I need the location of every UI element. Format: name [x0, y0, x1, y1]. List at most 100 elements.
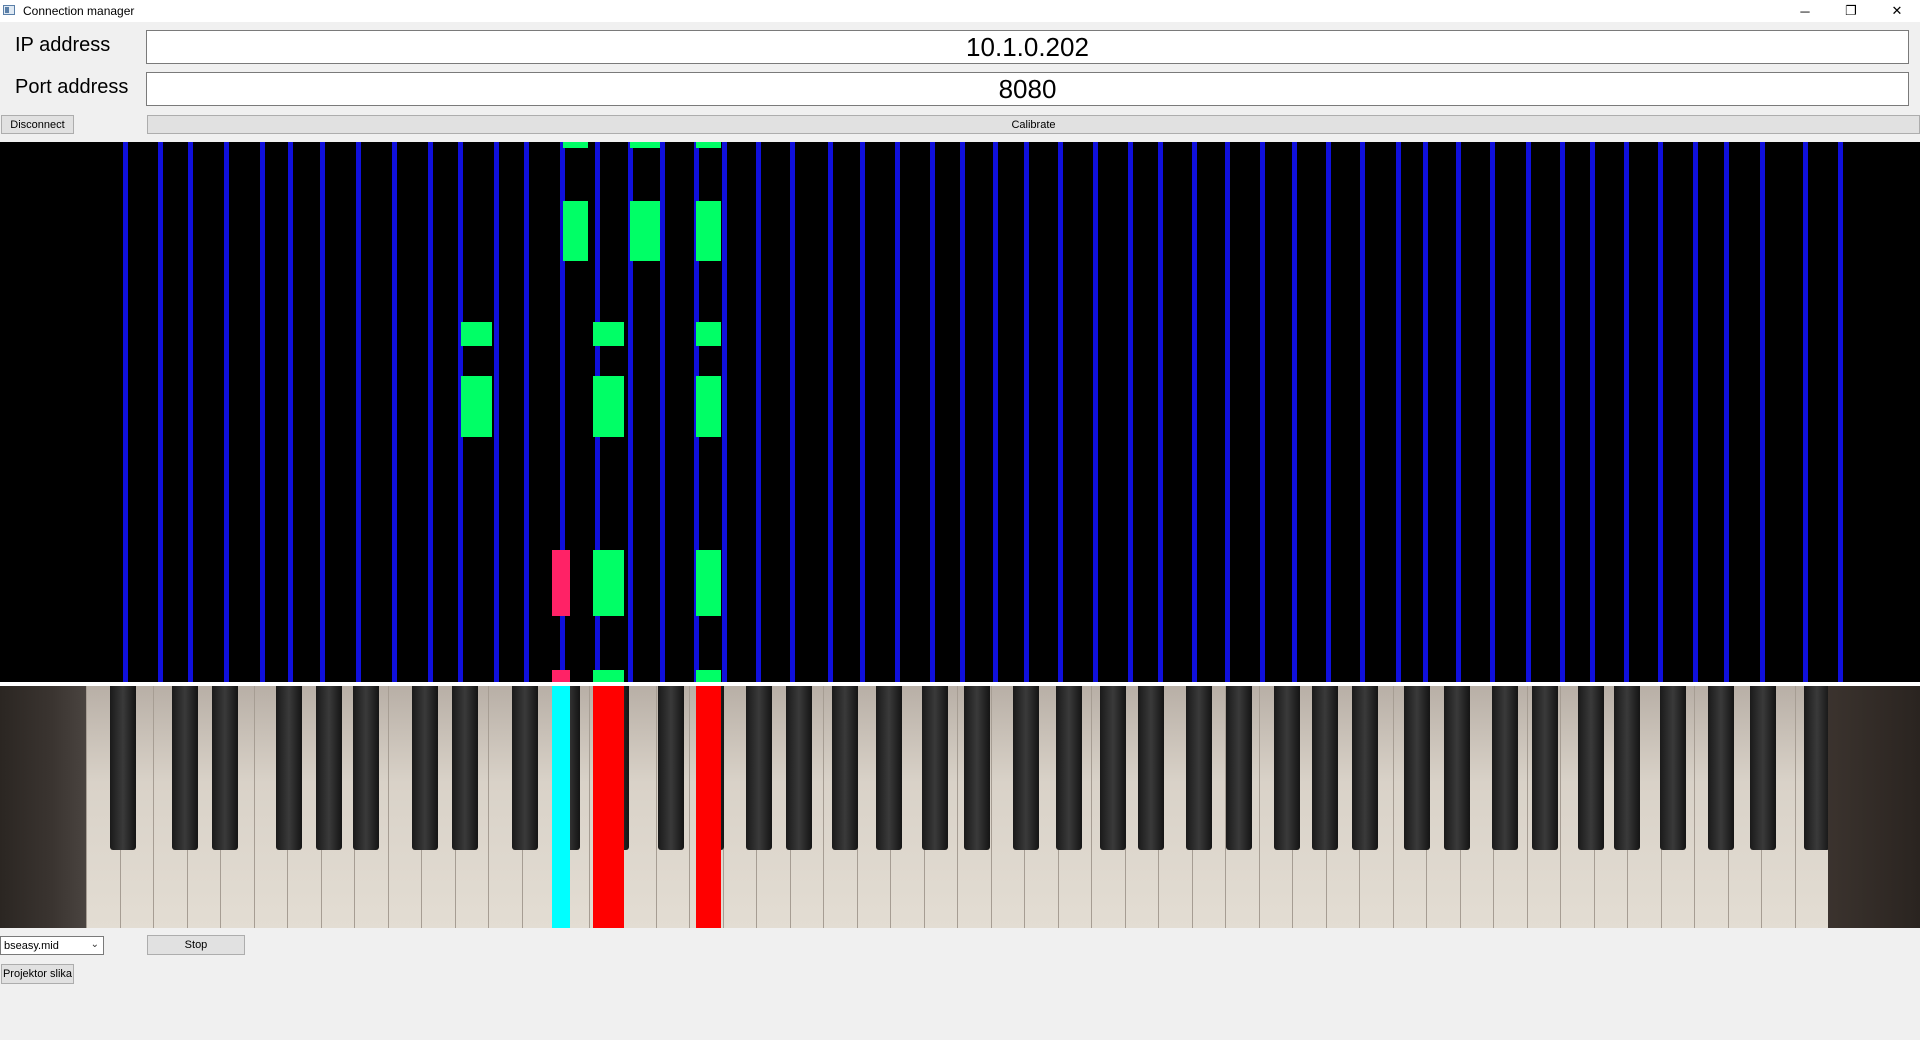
note-lane: [1128, 142, 1133, 682]
falling-note: [563, 142, 588, 148]
falling-note: [461, 322, 492, 346]
note-lane: [722, 142, 727, 682]
note-lane: [123, 142, 128, 682]
note-lane: [1456, 142, 1461, 682]
note-lane: [1724, 142, 1729, 682]
note-lane: [356, 142, 361, 682]
black-key: [1013, 686, 1039, 850]
note-lane: [660, 142, 665, 682]
white-key-gap: [153, 686, 154, 928]
white-key-gap: [1393, 686, 1394, 928]
black-key: [452, 686, 478, 850]
black-key: [1138, 686, 1164, 850]
black-key: [1532, 686, 1558, 850]
note-lane: [1360, 142, 1365, 682]
white-key-gap: [1560, 686, 1561, 928]
white-key-gap: [86, 686, 87, 928]
black-key: [512, 686, 538, 850]
falling-note: [696, 322, 721, 346]
falling-note: [696, 142, 721, 148]
black-key: [1274, 686, 1300, 850]
black-key: [1352, 686, 1378, 850]
note-lane: [1803, 142, 1808, 682]
note-lane: [1158, 142, 1163, 682]
note-lane: [1396, 142, 1401, 682]
restore-button[interactable]: ❐: [1828, 0, 1874, 22]
note-lane: [288, 142, 293, 682]
note-lane: [494, 142, 499, 682]
minimize-icon: ─: [1800, 3, 1810, 19]
note-lane: [895, 142, 900, 682]
piano-cheek-right: [1828, 686, 1920, 928]
note-lane: [458, 142, 463, 682]
calibrate-button[interactable]: Calibrate: [147, 115, 1920, 134]
missed-note: [552, 550, 570, 616]
note-lane: [828, 142, 833, 682]
note-lane: [428, 142, 433, 682]
white-key-gap: [689, 686, 690, 928]
piano-keybed: [86, 686, 1830, 928]
note-lane: [930, 142, 935, 682]
falling-note: [593, 550, 624, 616]
disconnect-button[interactable]: Disconnect: [1, 115, 74, 134]
note-lane: [1260, 142, 1265, 682]
white-key-gap: [1527, 686, 1528, 928]
black-key: [1578, 686, 1604, 850]
pressed-key-highlight: [696, 686, 721, 928]
black-key: [746, 686, 772, 850]
white-key-gap: [1694, 686, 1695, 928]
black-key: [1750, 686, 1776, 850]
stop-button[interactable]: Stop: [147, 935, 245, 955]
black-key: [1804, 686, 1830, 850]
white-key-gap: [254, 686, 255, 928]
note-lane: [756, 142, 761, 682]
note-lane: [1624, 142, 1629, 682]
note-lane: [1292, 142, 1297, 682]
port-address-field[interactable]: 8080: [146, 72, 1909, 106]
falling-note: [696, 376, 721, 437]
white-key-gap: [488, 686, 489, 928]
black-key: [1708, 686, 1734, 850]
falling-note: [696, 550, 721, 616]
minimize-button[interactable]: ─: [1782, 0, 1828, 22]
note-lane: [320, 142, 325, 682]
black-key: [353, 686, 379, 850]
falling-note: [696, 670, 721, 682]
black-key: [1186, 686, 1212, 850]
black-key: [1444, 686, 1470, 850]
falling-note: [593, 670, 624, 682]
projector-image-button[interactable]: Projektor slika: [1, 964, 74, 984]
black-key: [1660, 686, 1686, 850]
falling-note: [461, 376, 492, 437]
note-lane: [1693, 142, 1698, 682]
ip-address-label: IP address: [15, 34, 111, 56]
ip-address-field[interactable]: 10.1.0.202: [146, 30, 1909, 64]
white-key-gap: [388, 686, 389, 928]
black-key: [1312, 686, 1338, 850]
keyboard-camera-feed: [0, 686, 1920, 928]
black-key: [276, 686, 302, 850]
white-key-gap: [589, 686, 590, 928]
falling-note: [696, 201, 721, 261]
black-key: [1614, 686, 1640, 850]
note-lane: [260, 142, 265, 682]
white-key-gap: [656, 686, 657, 928]
note-lane: [628, 142, 633, 682]
note-fall-view: [0, 142, 1920, 682]
note-lane: [1326, 142, 1331, 682]
close-button[interactable]: ✕: [1874, 0, 1920, 22]
white-key-gap: [957, 686, 958, 928]
falling-note: [630, 142, 660, 148]
note-lane: [960, 142, 965, 682]
white-key-gap: [823, 686, 824, 928]
falling-note: [563, 201, 588, 261]
falling-note: [630, 201, 660, 261]
black-key: [658, 686, 684, 850]
note-lane: [1490, 142, 1495, 682]
black-key: [832, 686, 858, 850]
note-lane: [1024, 142, 1029, 682]
midi-file-select[interactable]: bseasy.mid ⌄: [0, 936, 104, 955]
piano-cheek-left: [0, 686, 86, 928]
black-key: [1226, 686, 1252, 850]
note-lane: [158, 142, 163, 682]
